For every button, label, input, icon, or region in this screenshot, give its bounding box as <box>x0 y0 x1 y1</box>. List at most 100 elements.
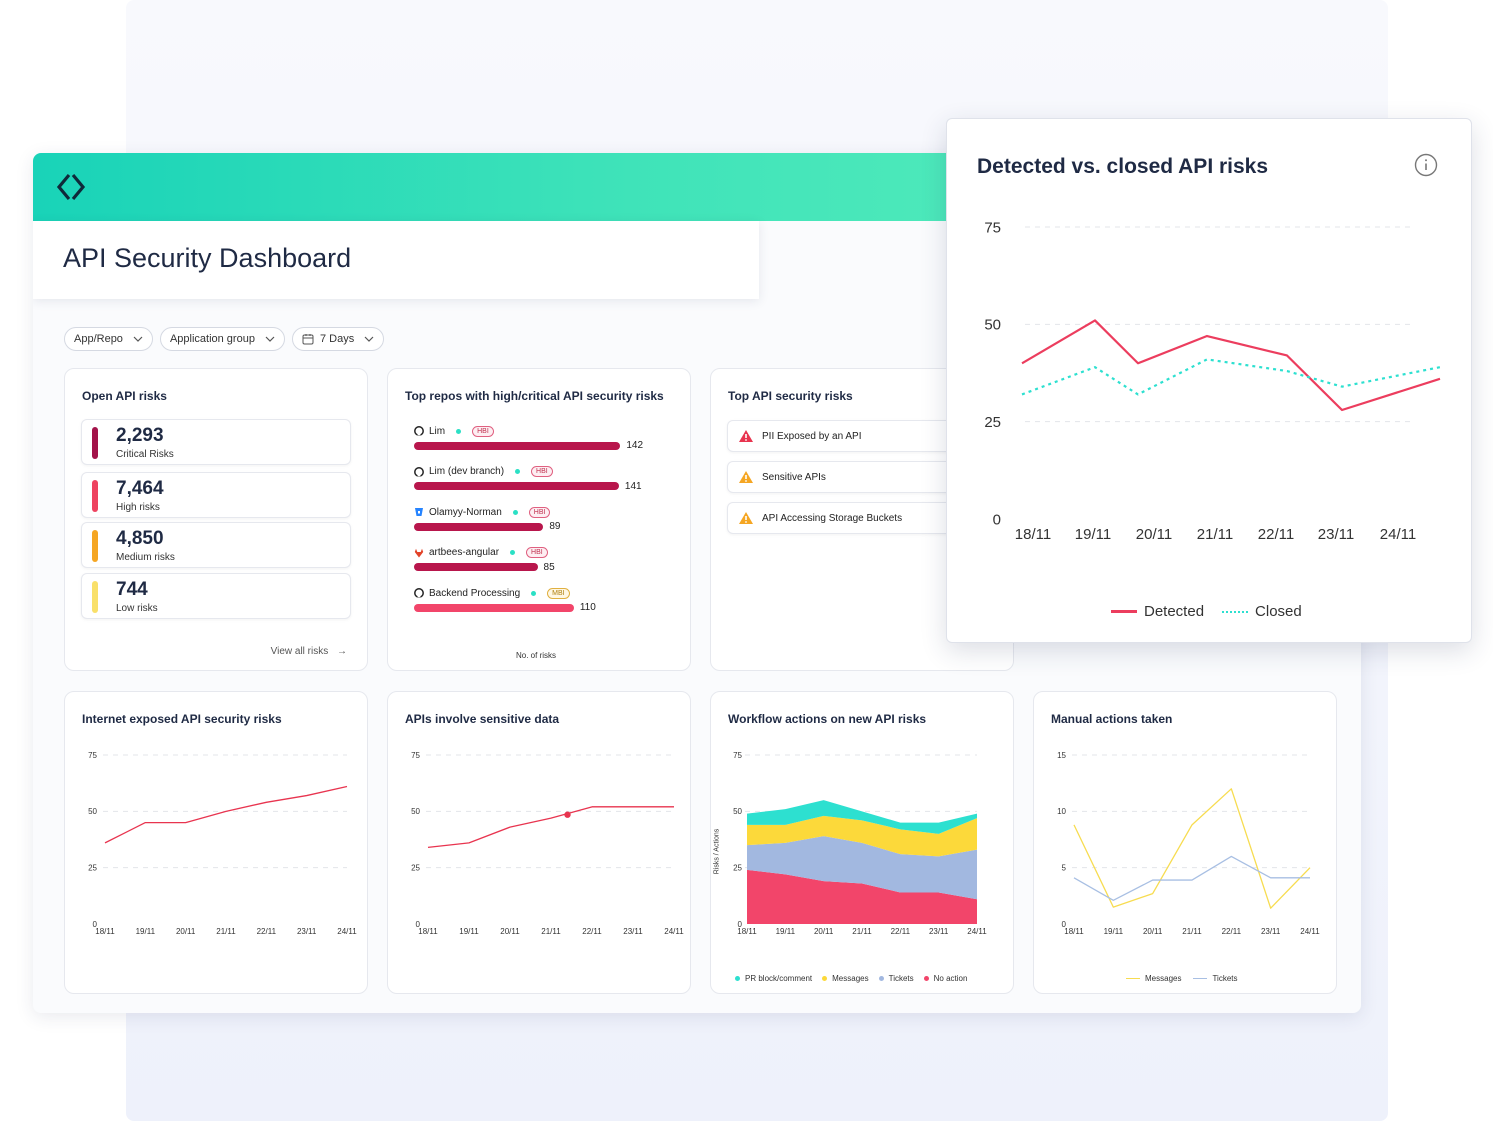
legend-item[interactable]: Messages <box>822 974 869 983</box>
chevron-down-icon <box>265 336 275 342</box>
card-title: Manual actions taken <box>1051 712 1173 726</box>
api-risk-item-storage[interactable]: API Accessing Storage Buckets <box>727 502 967 534</box>
line-series-detected <box>1021 319 1441 412</box>
filter-bar: App/Repo Application group 7 Days <box>64 327 385 351</box>
filter-application-group[interactable]: Application group <box>159 327 285 351</box>
y-tick-label: 0 <box>93 920 98 929</box>
y-tick-label: 50 <box>984 317 1001 334</box>
warning-triangle-icon <box>739 512 753 524</box>
risk-row-critical[interactable]: 2,293 Critical Risks <box>81 419 351 465</box>
legend-item[interactable]: No action <box>923 974 968 983</box>
repo-row[interactable]: artbees-angular HBI 85 <box>414 546 555 573</box>
repo-bar <box>414 563 538 571</box>
risk-label: Critical Risks <box>116 449 174 460</box>
filter-label: App/Repo <box>74 333 123 345</box>
repo-value: 85 <box>543 561 555 573</box>
risk-label: High risks <box>116 502 160 513</box>
detected-vs-closed-card: Detected vs. closed API risks 0 25 50 75 18/… <box>946 118 1472 643</box>
repo-tag: HBI <box>526 547 548 558</box>
card-title: Workflow actions on new API risks <box>728 712 927 726</box>
legend-label: No action <box>933 974 968 983</box>
legend-item[interactable]: PR block/comment <box>735 974 812 983</box>
severity-bar <box>92 581 98 613</box>
risk-row-medium[interactable]: 4,850 Medium risks <box>81 522 351 568</box>
repo-name-row: Lim HBI <box>414 424 643 438</box>
y-tick-label: 75 <box>411 751 420 760</box>
arrow-right-icon: → <box>337 646 347 657</box>
api-risk-item-sensitive[interactable]: Sensitive APIs <box>727 461 967 493</box>
chart-legend: Messages Tickets <box>1126 974 1238 983</box>
repo-name: Backend Processing <box>429 587 521 599</box>
x-tick-label: 21/11 <box>1182 927 1202 936</box>
chart-legend: Detected Closed <box>1111 603 1302 620</box>
legend-label: Messages <box>832 974 869 983</box>
repo-row[interactable]: Lim HBI 142 <box>414 424 643 451</box>
x-tick-label: 18/11 <box>95 927 115 936</box>
x-tick-label: 22/11 <box>582 927 602 936</box>
api-risk-label: PII Exposed by an API <box>762 430 862 442</box>
area-series-no-action <box>747 869 977 924</box>
risk-count: 7,464 <box>116 478 164 499</box>
card-title: Detected vs. closed API risks <box>977 155 1269 178</box>
y-tick-label: 50 <box>733 807 742 816</box>
y-axis-label: Risks / Actions <box>713 828 721 875</box>
legend-line <box>1222 610 1249 613</box>
info-icon[interactable] <box>1414 153 1438 177</box>
x-tick-label: 21/11 <box>216 927 236 936</box>
y-tick-label: 0 <box>738 920 743 929</box>
repo-bar-row: 142 <box>414 440 643 451</box>
severity-bar <box>92 480 98 512</box>
card-title: APIs involve sensitive data <box>405 712 560 726</box>
workflow-actions-chart: 0 25 50 75 18/11 19/11 20/11 21/11 22/11 23/11 24/… <box>733 751 987 936</box>
x-tick-label: 21/11 <box>541 927 561 936</box>
y-tick-label: 50 <box>88 807 97 816</box>
repo-bar <box>414 603 574 612</box>
top-repos-card: Top repos with high/critical API securit… <box>387 368 691 671</box>
legend-label: PR block/comment <box>745 974 813 983</box>
x-tick-label: 18/11 <box>1015 526 1051 543</box>
line-series-risks <box>104 785 348 844</box>
x-tick-label: 24/11 <box>664 927 684 936</box>
legend-dot <box>735 976 740 981</box>
view-all-risks-link[interactable]: View all risks → <box>271 646 347 657</box>
x-tick-label: 18/11 <box>737 927 757 936</box>
card-title: Top repos with high/critical API securit… <box>405 389 664 403</box>
api-risk-item-pii[interactable]: PII Exposed by an API <box>727 420 967 452</box>
x-tick-label: 24/11 <box>337 927 357 936</box>
y-tick-label: 75 <box>88 751 97 760</box>
x-tick-label: 19/11 <box>459 927 479 936</box>
filter-app-repo[interactable]: App/Repo <box>64 327 153 351</box>
repo-row[interactable]: Olamyy-Norman HBI 89 <box>414 505 560 532</box>
card-title: Internet exposed API security risks <box>82 712 282 726</box>
risk-row-high[interactable]: 7,464 High risks <box>81 472 351 518</box>
repo-bar <box>414 441 621 450</box>
x-tick-label: 19/11 <box>1104 927 1124 936</box>
github-icon <box>414 426 424 436</box>
card-title: Top API security risks <box>728 389 853 403</box>
sensitive-data-chart: 0 25 50 75 18/11 19/11 20/11 21/11 22/11 23/11 24/… <box>411 751 684 936</box>
repo-bar <box>414 522 544 531</box>
risk-label: Low risks <box>116 603 158 614</box>
legend-item[interactable]: Messages <box>1126 974 1181 983</box>
warning-triangle-icon <box>739 471 753 483</box>
chart-legend: PR block/comment Messages Tickets No act… <box>735 974 967 983</box>
repo-axis-label: No. of risks <box>516 651 557 660</box>
x-tick-label: 20/11 <box>176 927 196 936</box>
repo-row[interactable]: Backend Processing MBI 110 <box>414 586 596 613</box>
repo-row[interactable]: Lim (dev branch) HBI 141 <box>414 465 642 492</box>
legend-item[interactable]: Detected <box>1111 603 1204 620</box>
risk-row-low[interactable]: 744 Low risks <box>81 573 351 619</box>
legend-item[interactable]: Tickets <box>1193 974 1238 983</box>
legend-item[interactable]: Closed <box>1222 603 1302 620</box>
filter-date-range[interactable]: 7 Days <box>291 327 385 351</box>
line-series-messages <box>1073 788 1311 909</box>
repo-name-row: artbees-angular HBI <box>414 546 555 560</box>
page-title: API Security Dashboard <box>63 243 352 273</box>
open-risks-card: Open API risks 2,293 Critical Risks 7,46… <box>64 368 368 671</box>
warning-triangle-icon <box>739 430 753 442</box>
repo-bar-row: 141 <box>414 481 642 492</box>
diamond-brackets-logo[interactable] <box>55 171 87 203</box>
x-tick-label: 21/11 <box>1197 526 1233 543</box>
legend-item[interactable]: Tickets <box>878 974 914 983</box>
repo-bar-row: 89 <box>414 521 560 532</box>
